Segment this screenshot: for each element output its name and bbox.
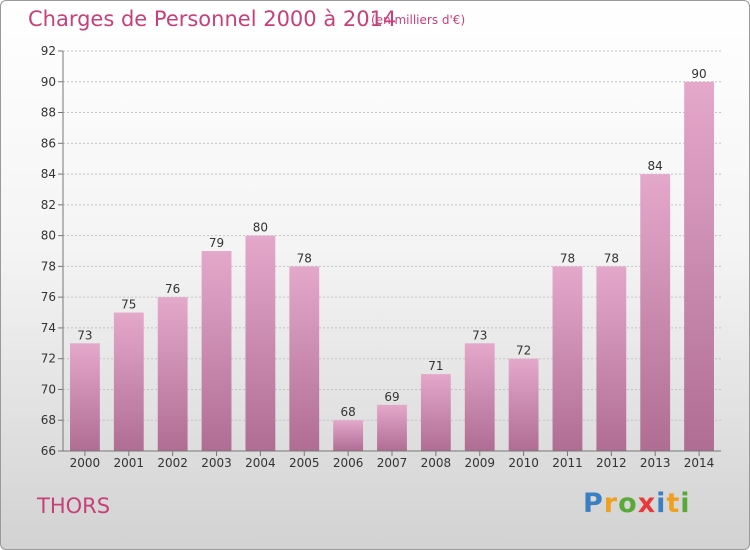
value-label: 76 [165, 282, 180, 296]
value-label: 78 [604, 251, 619, 265]
bar-2002 [157, 297, 188, 451]
x-tick-label: 2002 [157, 456, 188, 470]
value-label: 72 [516, 344, 531, 358]
y-tick-label: 76 [41, 290, 56, 304]
bar-2003 [201, 251, 232, 451]
chart-title: Charges de Personnel 2000 à 2014 [28, 7, 397, 31]
value-label: 73 [77, 328, 92, 342]
y-tick-label: 70 [41, 382, 56, 396]
x-tick-label: 2000 [70, 456, 101, 470]
value-label: 78 [560, 251, 575, 265]
bar-2010 [508, 358, 539, 451]
bar-2008 [420, 374, 451, 451]
value-label: 78 [297, 251, 312, 265]
y-tick-label: 72 [41, 352, 56, 366]
y-tick-label: 86 [41, 136, 56, 150]
bar-2005 [289, 266, 320, 451]
x-tick-label: 2007 [377, 456, 408, 470]
bar-2012 [596, 266, 627, 451]
bar-2000 [70, 343, 100, 451]
value-label: 90 [691, 67, 706, 81]
bar-2011 [552, 266, 583, 451]
bar-2001 [113, 312, 144, 451]
logo-letter: i [680, 488, 691, 519]
value-label: 69 [384, 390, 399, 404]
value-label: 68 [340, 405, 355, 419]
x-tick-label: 2006 [333, 456, 364, 470]
y-tick-label: 80 [41, 229, 56, 243]
value-label: 75 [121, 298, 136, 312]
bars: 73 75 76 79 80 78 68 69 71 73 72 78 78 84 90 [70, 67, 714, 452]
y-tick-label: 78 [41, 259, 56, 273]
logo-letter: x [637, 488, 657, 519]
logo-letter: i [656, 488, 667, 519]
x-tick-label: 2001 [114, 456, 145, 470]
x-tick-label: 2004 [245, 456, 276, 470]
logo-letter: t [666, 488, 681, 519]
x-tick-label: 2013 [640, 456, 671, 470]
y-tick-label: 88 [41, 106, 56, 120]
y-tick-label: 84 [41, 167, 56, 181]
x-tick-label: 2003 [201, 456, 232, 470]
value-label: 71 [428, 359, 443, 373]
x-tick-label: 2014 [684, 456, 715, 470]
bar-2004 [245, 235, 276, 451]
x-tick-label: 2011 [552, 456, 583, 470]
value-label: 84 [648, 159, 663, 173]
bar-2009 [464, 343, 495, 451]
bar-2014 [684, 81, 714, 452]
y-tick-label: 90 [41, 75, 56, 89]
bar-2006 [333, 420, 364, 451]
x-tick-label: 2012 [596, 456, 627, 470]
logo-letter: P [583, 488, 604, 519]
x-tick-label: 2008 [421, 456, 452, 470]
y-tick-label: 68 [41, 413, 56, 427]
chart-subtitle: (en milliers d'€) [371, 13, 466, 27]
logo-letter: r [603, 488, 619, 519]
y-tick-label: 66 [41, 444, 56, 458]
axes: 66 68 70 72 74 76 78 80 82 84 86 88 90 92 2000 2001 2002… [41, 44, 721, 470]
x-tick-label: 2009 [464, 456, 495, 470]
value-label: 73 [472, 328, 487, 342]
y-tick-label: 74 [41, 321, 56, 335]
town-name: THORS [37, 494, 111, 518]
y-tick-label: 92 [41, 44, 56, 58]
x-tick-label: 2010 [508, 456, 539, 470]
logo-letter: o [618, 488, 638, 519]
value-label: 80 [253, 221, 268, 235]
proxiti-logo[interactable]: Proxiti [583, 488, 691, 519]
bar-2007 [377, 404, 407, 451]
value-label: 79 [209, 236, 224, 250]
y-tick-label: 82 [41, 198, 56, 212]
x-tick-label: 2005 [289, 456, 320, 470]
bar-2013 [640, 174, 671, 452]
